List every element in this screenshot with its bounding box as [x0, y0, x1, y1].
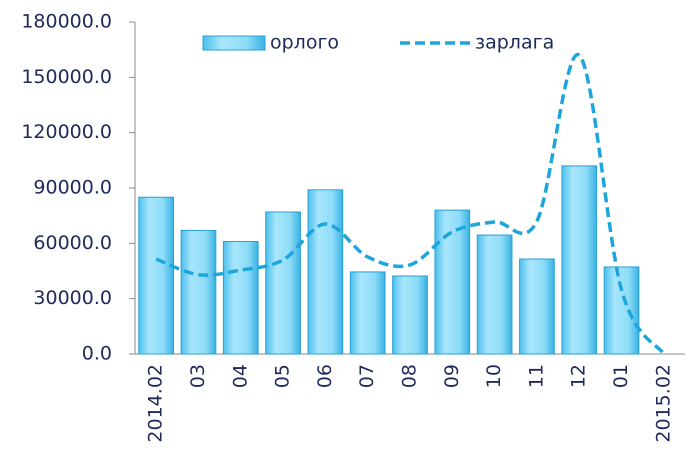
y-tick-label: 30000.0 [33, 287, 112, 309]
x-tick-label: 11 [525, 364, 547, 388]
bar [476, 234, 513, 355]
y-tick-label: 60000.0 [33, 232, 112, 254]
x-tick-label: 08 [399, 364, 421, 388]
bar [265, 211, 301, 355]
bar [434, 209, 471, 355]
bar [392, 275, 428, 355]
x-tick-label: 12 [568, 364, 590, 388]
x-tick-label: 06 [314, 364, 336, 388]
bar [603, 266, 640, 355]
x-tick-label: 05 [272, 364, 294, 388]
legend-swatch [202, 35, 266, 51]
y-tick-label: 120000.0 [21, 121, 112, 143]
legend-label: зарлага [475, 32, 554, 54]
y-tick-label: 150000.0 [21, 66, 112, 88]
x-tick-label: 07 [356, 364, 378, 388]
x-tick-label: 2014.02 [145, 364, 167, 443]
bar [519, 258, 555, 355]
bar [561, 165, 598, 355]
bar [180, 229, 217, 355]
bar [222, 240, 259, 355]
x-tick-label: 04 [229, 364, 251, 388]
y-tick-label: 180000.0 [21, 11, 112, 33]
x-tick-label: 2015.02 [652, 364, 674, 443]
x-tick-label: 01 [610, 364, 632, 388]
y-tick-label: 90000.0 [33, 177, 112, 199]
x-tick-label: 09 [441, 364, 463, 388]
x-tick-label: 10 [483, 364, 505, 388]
line [155, 53, 666, 356]
bar [138, 196, 174, 355]
bar [349, 271, 386, 355]
y-tick-label: 0.0 [82, 343, 112, 365]
x-tick-label: 03 [187, 364, 209, 388]
bar [307, 189, 344, 355]
legend-label: орлого [270, 32, 339, 54]
